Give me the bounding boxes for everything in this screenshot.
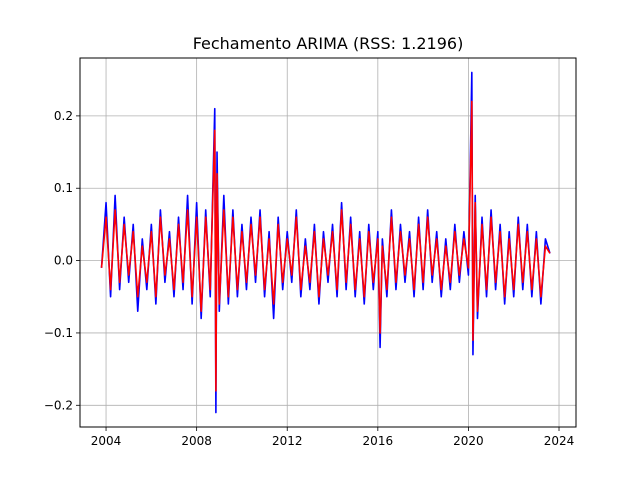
x-tick-label: 2024 bbox=[544, 434, 575, 448]
x-tick-label: 2016 bbox=[363, 434, 394, 448]
x-axis: 2004 2008 2012 2016 2020 2024 bbox=[91, 427, 575, 448]
x-tick-label: 2004 bbox=[91, 434, 122, 448]
x-tick-label: 2020 bbox=[453, 434, 484, 448]
x-tick-label: 2012 bbox=[272, 434, 303, 448]
y-tick-label: 0.1 bbox=[54, 181, 73, 195]
y-tick-label: 0.2 bbox=[54, 109, 73, 123]
series-line-2 bbox=[100, 100, 551, 392]
y-axis: 0.2 0.1 0.0 −0.1 −0.2 bbox=[44, 109, 80, 412]
x-tick-label: 2008 bbox=[181, 434, 212, 448]
y-tick-label: 0.0 bbox=[54, 254, 73, 268]
chart-title: Fechamento ARIMA (RSS: 1.2196) bbox=[193, 34, 464, 53]
y-tick-label: −0.2 bbox=[44, 398, 73, 412]
y-tick-label: −0.1 bbox=[44, 326, 73, 340]
series-layer bbox=[100, 71, 551, 414]
axes-frame bbox=[79, 57, 577, 428]
